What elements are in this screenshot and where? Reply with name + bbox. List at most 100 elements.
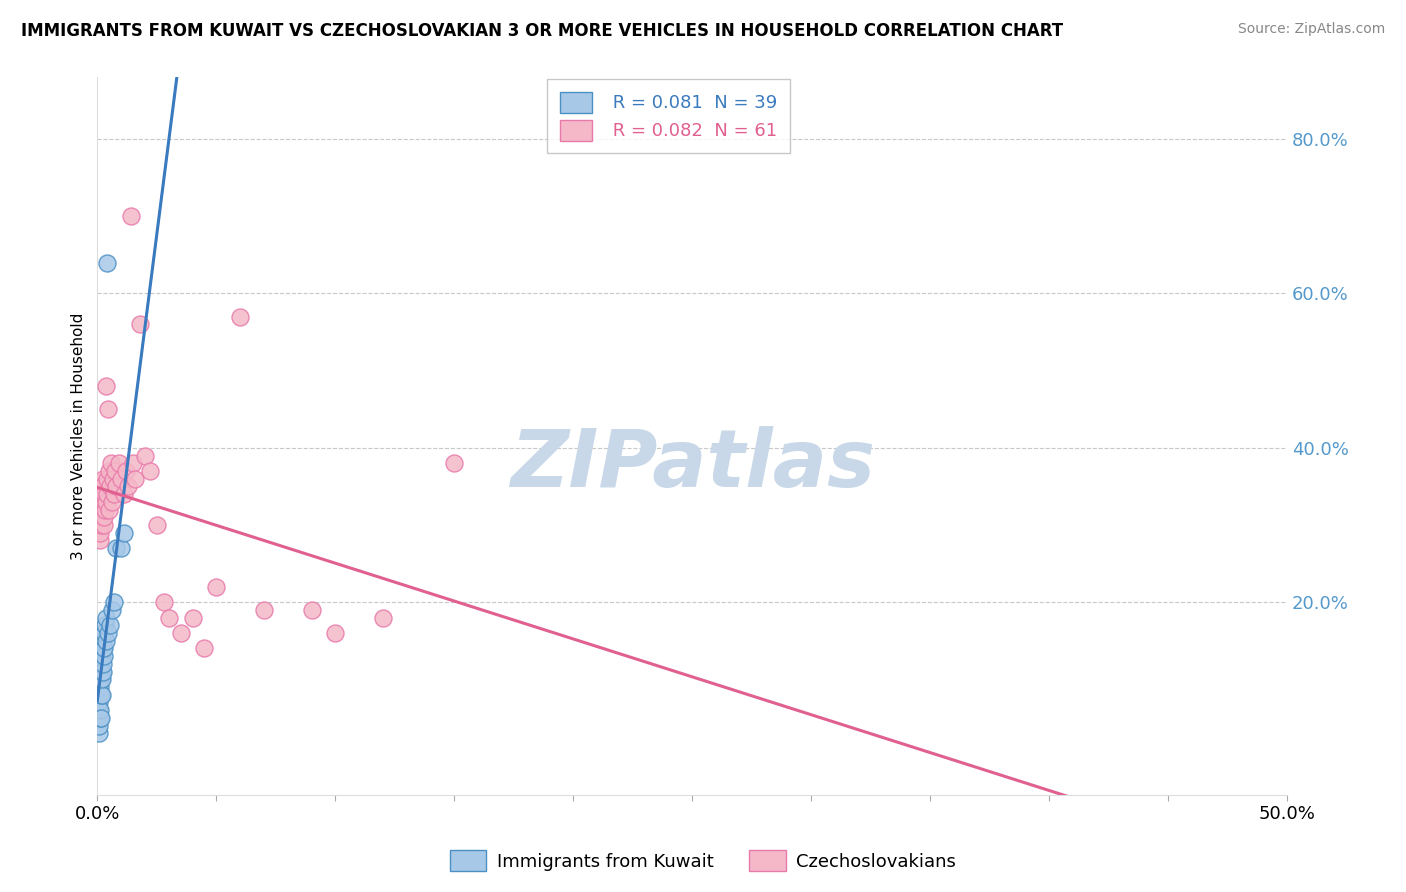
Point	[103, 487, 125, 501]
Point	[87, 518, 110, 533]
Point	[89, 479, 111, 493]
Point	[153, 595, 176, 609]
Point	[97, 626, 120, 640]
Point	[93, 510, 115, 524]
Point	[371, 610, 394, 624]
Point	[205, 580, 228, 594]
Point	[87, 495, 110, 509]
Point	[94, 633, 117, 648]
Point	[120, 210, 142, 224]
Point	[89, 641, 111, 656]
Point	[101, 472, 124, 486]
Point	[91, 510, 114, 524]
Point	[94, 502, 117, 516]
Point	[97, 402, 120, 417]
Point	[100, 603, 122, 617]
Point	[91, 495, 114, 509]
Point	[91, 665, 114, 679]
Point	[90, 665, 112, 679]
Point	[90, 649, 112, 664]
Point	[89, 495, 111, 509]
Point	[100, 456, 122, 470]
Point	[117, 479, 139, 493]
Point	[96, 255, 118, 269]
Point	[87, 680, 110, 694]
Point	[90, 518, 112, 533]
Point	[91, 649, 114, 664]
Point	[134, 449, 156, 463]
Point	[129, 318, 152, 332]
Point	[89, 703, 111, 717]
Point	[90, 487, 112, 501]
Point	[96, 610, 118, 624]
Text: Source: ZipAtlas.com: Source: ZipAtlas.com	[1237, 22, 1385, 37]
Point	[103, 595, 125, 609]
Point	[443, 456, 465, 470]
Point	[89, 696, 111, 710]
Point	[89, 657, 111, 671]
Point	[94, 379, 117, 393]
Point	[122, 456, 145, 470]
Point	[91, 657, 114, 671]
Point	[323, 626, 346, 640]
Point	[110, 472, 132, 486]
Point	[89, 533, 111, 548]
Point	[93, 518, 115, 533]
Y-axis label: 3 or more Vehicles in Household: 3 or more Vehicles in Household	[72, 312, 86, 560]
Point	[91, 479, 114, 493]
Point	[87, 726, 110, 740]
Point	[115, 464, 138, 478]
Point	[100, 618, 122, 632]
Point	[146, 518, 169, 533]
Point	[91, 641, 114, 656]
Point	[89, 688, 111, 702]
Point	[96, 487, 118, 501]
Point	[93, 487, 115, 501]
Point	[100, 479, 122, 493]
Point	[91, 673, 114, 687]
Point	[91, 626, 114, 640]
Point	[157, 610, 180, 624]
Point	[253, 603, 276, 617]
Point	[89, 502, 111, 516]
Point	[91, 472, 114, 486]
Point	[89, 487, 111, 501]
Point	[97, 464, 120, 478]
Point	[93, 495, 115, 509]
Point	[91, 502, 114, 516]
Point	[110, 541, 132, 556]
Point	[91, 633, 114, 648]
Text: IMMIGRANTS FROM KUWAIT VS CZECHOSLOVAKIAN 3 OR MORE VEHICLES IN HOUSEHOLD CORREL: IMMIGRANTS FROM KUWAIT VS CZECHOSLOVAKIA…	[21, 22, 1063, 40]
Point	[90, 688, 112, 702]
Point	[90, 711, 112, 725]
Point	[112, 487, 135, 501]
Point	[181, 610, 204, 624]
Point	[89, 680, 111, 694]
Point	[112, 525, 135, 540]
Point	[100, 495, 122, 509]
Legend:  R = 0.081  N = 39,  R = 0.082  N = 61: R = 0.081 N = 39, R = 0.082 N = 61	[547, 79, 790, 153]
Point	[89, 711, 111, 725]
Point	[94, 618, 117, 632]
Point	[93, 641, 115, 656]
Point	[90, 673, 112, 687]
Point	[89, 525, 111, 540]
Point	[93, 626, 115, 640]
Point	[193, 641, 215, 656]
Point	[89, 510, 111, 524]
Point	[93, 649, 115, 664]
Point	[301, 603, 323, 617]
Legend: Immigrants from Kuwait, Czechoslovakians: Immigrants from Kuwait, Czechoslovakians	[443, 843, 963, 879]
Point	[98, 502, 121, 516]
Point	[107, 456, 129, 470]
Text: ZIPatlas: ZIPatlas	[510, 426, 875, 504]
Point	[105, 541, 128, 556]
Point	[169, 626, 191, 640]
Point	[138, 464, 160, 478]
Point	[229, 310, 252, 324]
Point	[124, 472, 146, 486]
Point	[104, 464, 127, 478]
Point	[89, 718, 111, 732]
Point	[90, 479, 112, 493]
Point	[87, 703, 110, 717]
